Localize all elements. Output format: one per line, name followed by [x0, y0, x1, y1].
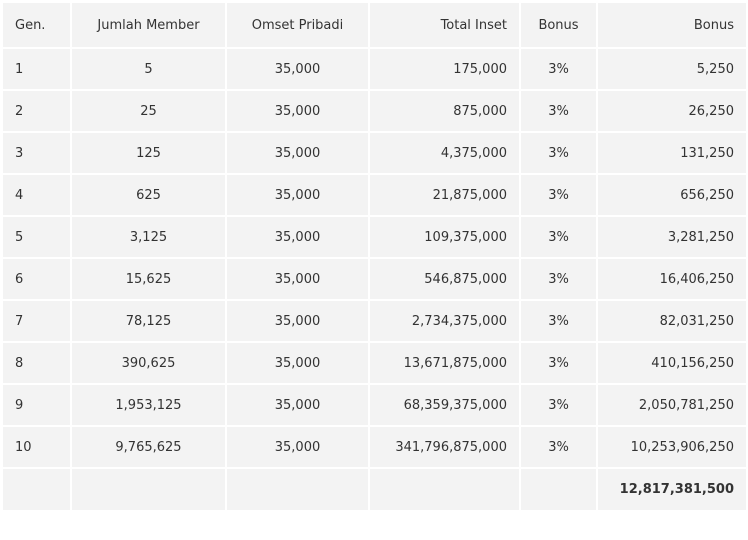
table-cell: 35,000	[225, 383, 370, 427]
table-cell: 16,406,250	[596, 257, 748, 301]
table-cell: 68,359,375,000	[368, 383, 521, 427]
table-cell: 3%	[519, 257, 598, 301]
table-cell: 3%	[519, 89, 598, 133]
header-cell: Gen.	[1, 1, 72, 49]
table-cell: 546,875,000	[368, 257, 521, 301]
empty-cell	[368, 467, 521, 512]
table-cell: 35,000	[225, 131, 370, 175]
table-cell: 5	[70, 47, 227, 91]
table-cell: 26,250	[596, 89, 748, 133]
table-cell: 9	[1, 383, 72, 427]
table-row: 1 5 35,000 175,000 3% 5,250	[1, 47, 748, 91]
table-row: 4 625 35,000 21,875,000 3% 656,250	[1, 173, 748, 217]
table-cell: 35,000	[225, 341, 370, 385]
table-cell: 35,000	[225, 89, 370, 133]
table-cell: 35,000	[225, 425, 370, 469]
total-row: 12,817,381,500	[1, 467, 748, 512]
table-cell: 3%	[519, 131, 598, 175]
table-cell: 5,250	[596, 47, 748, 91]
table-cell: 35,000	[225, 257, 370, 301]
table-row: 10 9,765,625 35,000 341,796,875,000 3% 10,253…	[1, 425, 748, 469]
table-row: 3 125 35,000 4,375,000 3% 131,250	[1, 131, 748, 175]
table-cell: 4	[1, 173, 72, 217]
table-cell: 875,000	[368, 89, 521, 133]
table-cell: 35,000	[225, 47, 370, 91]
bonus-table: Gen. Jumlah Member Omset Pribadi Total Inse…	[1, 1, 748, 512]
table-cell: 3,125	[70, 215, 227, 259]
table-cell: 3,281,250	[596, 215, 748, 259]
header-cell: Omset Pribadi	[225, 1, 370, 49]
table-cell: 13,671,875,000	[368, 341, 521, 385]
header-cell: Total Inset	[368, 1, 521, 49]
table-row: 5 3,125 35,000 109,375,000 3% 3,281,250	[1, 215, 748, 259]
empty-cell	[1, 467, 72, 512]
table-cell: 3%	[519, 173, 598, 217]
table-cell: 109,375,000	[368, 215, 521, 259]
table-cell: 3%	[519, 341, 598, 385]
table-cell: 4,375,000	[368, 131, 521, 175]
table-row: 7 78,125 35,000 2,734,375,000 3% 82,031,250	[1, 299, 748, 343]
table-cell: 10	[1, 425, 72, 469]
table-cell: 25	[70, 89, 227, 133]
table-row: 6 15,625 35,000 546,875,000 3% 16,406,250	[1, 257, 748, 301]
table-body: 1 5 35,000 175,000 3% 5,250 2 25 35,000 875,000 3%…	[1, 47, 748, 512]
table-cell: 6	[1, 257, 72, 301]
table-cell: 78,125	[70, 299, 227, 343]
table-cell: 125	[70, 131, 227, 175]
table-cell: 390,625	[70, 341, 227, 385]
table-cell: 3%	[519, 425, 598, 469]
table-cell: 410,156,250	[596, 341, 748, 385]
table-cell: 3	[1, 131, 72, 175]
table-cell: 8	[1, 341, 72, 385]
table-cell: 175,000	[368, 47, 521, 91]
table-cell: 2,734,375,000	[368, 299, 521, 343]
table-cell: 3%	[519, 383, 598, 427]
empty-cell	[225, 467, 370, 512]
table-cell: 35,000	[225, 299, 370, 343]
total-cell: 12,817,381,500	[596, 467, 748, 512]
table-row: 9 1,953,125 35,000 68,359,375,000 3% 2,050,78…	[1, 383, 748, 427]
table-cell: 2,050,781,250	[596, 383, 748, 427]
table-cell: 131,250	[596, 131, 748, 175]
table-cell: 15,625	[70, 257, 227, 301]
table-cell: 341,796,875,000	[368, 425, 521, 469]
header-cell: Jumlah Member	[70, 1, 227, 49]
table-cell: 1	[1, 47, 72, 91]
table-cell: 7	[1, 299, 72, 343]
table-cell: 656,250	[596, 173, 748, 217]
header-row: Gen. Jumlah Member Omset Pribadi Total Inse…	[1, 1, 748, 49]
table-cell: 3%	[519, 299, 598, 343]
empty-cell	[70, 467, 227, 512]
table-cell: 3%	[519, 215, 598, 259]
table-cell: 82,031,250	[596, 299, 748, 343]
header-cell: Bonus	[596, 1, 748, 49]
header-cell: Bonus	[519, 1, 598, 49]
table-cell: 35,000	[225, 215, 370, 259]
table-cell: 2	[1, 89, 72, 133]
table-cell: 9,765,625	[70, 425, 227, 469]
table-cell: 625	[70, 173, 227, 217]
table-cell: 3%	[519, 47, 598, 91]
table-cell: 5	[1, 215, 72, 259]
table-cell: 1,953,125	[70, 383, 227, 427]
table-row: 8 390,625 35,000 13,671,875,000 3% 410,156,25…	[1, 341, 748, 385]
table-cell: 21,875,000	[368, 173, 521, 217]
table-cell: 35,000	[225, 173, 370, 217]
table-row: 2 25 35,000 875,000 3% 26,250	[1, 89, 748, 133]
empty-cell	[519, 467, 598, 512]
table-cell: 10,253,906,250	[596, 425, 748, 469]
